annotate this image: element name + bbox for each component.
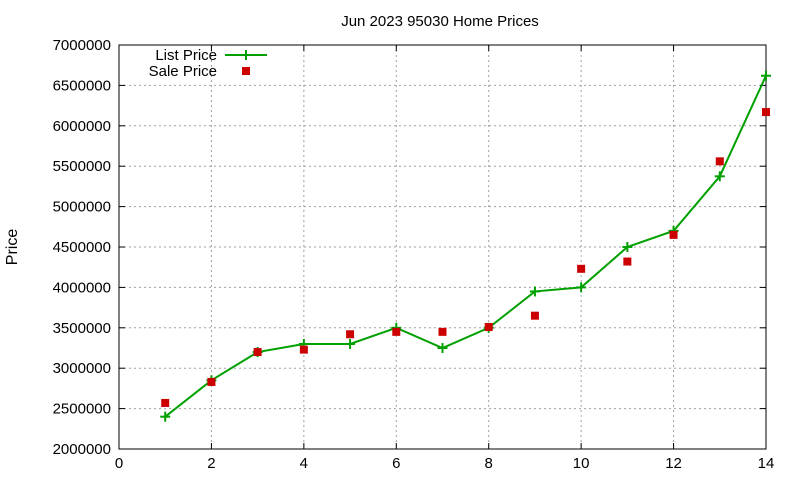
x-tick-label: 12 — [665, 455, 682, 472]
chart-title: Jun 2023 95030 Home Prices — [341, 13, 539, 30]
list-price-point — [714, 171, 725, 182]
sale-price-point — [299, 345, 308, 354]
x-tick-label: 10 — [573, 455, 590, 472]
y-tick-label: 4000000 — [53, 279, 111, 296]
series-layer — [160, 70, 771, 422]
y-tick-label: 3500000 — [53, 320, 111, 337]
y-tick-label: 2000000 — [53, 441, 111, 458]
list-price-point — [576, 282, 587, 293]
list-price-line — [164, 75, 767, 418]
legend-label: Sale Price — [149, 63, 217, 80]
sale-price-point — [207, 377, 216, 386]
list-price-point — [761, 70, 771, 81]
legend-plus-marker — [241, 50, 251, 60]
list-price-point — [437, 343, 448, 353]
sale-price-point — [669, 230, 678, 239]
sale-price-point — [762, 108, 770, 117]
y-tick-label: 5500000 — [53, 158, 111, 175]
sale-price-point — [392, 327, 401, 336]
x-tick-label: 14 — [758, 455, 775, 472]
y-tick-label: 7000000 — [53, 37, 111, 54]
sale-price-point — [161, 398, 170, 407]
sale-price-point — [530, 311, 539, 320]
grid-layer — [119, 45, 766, 449]
sale-price-point — [623, 257, 632, 266]
sale-price-point — [484, 322, 493, 331]
list-price-point — [160, 411, 171, 422]
y-tick-label: 6500000 — [53, 77, 111, 94]
x-tick-label: 0 — [115, 455, 123, 472]
x-tick-label: 2 — [207, 455, 215, 472]
legend-square-marker — [242, 67, 250, 75]
plot-frame — [118, 44, 767, 450]
sale-price-point — [253, 348, 262, 357]
y-tick-label: 4500000 — [53, 239, 111, 256]
x-tick-label: 8 — [485, 455, 493, 472]
tick-layer: 2000000250000030000003500000400000045000… — [53, 37, 775, 472]
list-price-point — [345, 338, 356, 349]
y-tick-label: 5000000 — [53, 199, 111, 216]
sale-price-point — [438, 327, 447, 336]
sale-price-point — [577, 264, 586, 273]
y-tick-label: 3000000 — [53, 360, 111, 377]
legend-label: List Price — [155, 47, 217, 64]
sale-price-point — [715, 157, 724, 166]
x-tick-label: 6 — [392, 455, 400, 472]
sale-price-point — [346, 330, 355, 339]
y-axis-label: Price — [4, 229, 21, 266]
list-price-point — [622, 242, 633, 252]
y-tick-label: 6000000 — [53, 118, 111, 135]
x-tick-label: 4 — [300, 455, 308, 472]
list-price-point — [529, 286, 540, 297]
y-tick-label: 2500000 — [53, 401, 111, 418]
